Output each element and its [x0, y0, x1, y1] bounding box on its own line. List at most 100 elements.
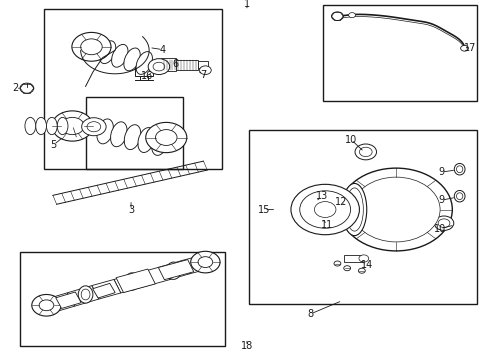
Text: 2: 2 — [13, 83, 19, 93]
Ellipse shape — [36, 117, 46, 135]
Text: 1: 1 — [244, 0, 249, 9]
Polygon shape — [182, 255, 208, 274]
Ellipse shape — [110, 122, 127, 147]
Circle shape — [145, 122, 186, 153]
Bar — [85, 97, 183, 169]
Ellipse shape — [166, 262, 181, 279]
Bar — [176, 60, 198, 70]
Circle shape — [198, 257, 212, 267]
Text: 7: 7 — [200, 69, 205, 80]
Polygon shape — [116, 269, 155, 293]
Circle shape — [87, 122, 101, 132]
Ellipse shape — [78, 286, 93, 303]
Circle shape — [348, 13, 355, 18]
Circle shape — [433, 216, 453, 230]
Text: 15: 15 — [257, 204, 270, 215]
Text: 6: 6 — [172, 59, 178, 69]
Bar — [161, 58, 176, 71]
Text: 9: 9 — [438, 167, 444, 177]
Ellipse shape — [97, 119, 113, 144]
Text: 18: 18 — [240, 341, 253, 351]
Circle shape — [333, 261, 340, 266]
Ellipse shape — [111, 44, 128, 67]
Text: 4: 4 — [160, 45, 165, 55]
Ellipse shape — [87, 37, 103, 60]
Circle shape — [72, 32, 111, 61]
Circle shape — [61, 117, 84, 135]
Text: 16: 16 — [140, 71, 153, 81]
Text: 10: 10 — [433, 224, 446, 234]
Text: 9: 9 — [438, 195, 444, 205]
Circle shape — [359, 147, 371, 157]
Circle shape — [331, 12, 343, 21]
Ellipse shape — [151, 130, 168, 156]
Text: 14: 14 — [360, 260, 372, 270]
Polygon shape — [67, 285, 99, 306]
Circle shape — [81, 39, 102, 55]
Circle shape — [343, 266, 350, 271]
Ellipse shape — [342, 184, 366, 236]
Ellipse shape — [25, 117, 36, 135]
Circle shape — [52, 111, 93, 141]
Text: 12: 12 — [334, 197, 347, 207]
Circle shape — [190, 251, 220, 273]
Bar — [198, 61, 207, 68]
Bar — [344, 255, 361, 262]
Circle shape — [155, 130, 177, 145]
Polygon shape — [141, 266, 169, 286]
Circle shape — [199, 66, 211, 75]
Circle shape — [39, 300, 54, 311]
Text: 17: 17 — [463, 42, 476, 53]
Ellipse shape — [455, 193, 462, 199]
Polygon shape — [56, 292, 81, 309]
Bar — [249, 130, 476, 304]
Ellipse shape — [124, 273, 139, 290]
Ellipse shape — [124, 125, 141, 150]
Bar — [20, 252, 224, 346]
Polygon shape — [114, 272, 147, 293]
Bar — [44, 9, 222, 169]
Polygon shape — [163, 260, 189, 280]
Bar — [135, 67, 153, 76]
Polygon shape — [92, 279, 121, 299]
Ellipse shape — [138, 127, 154, 153]
Text: 8: 8 — [307, 309, 313, 319]
Text: 13: 13 — [315, 191, 327, 201]
Circle shape — [296, 219, 305, 225]
Ellipse shape — [453, 163, 464, 175]
Ellipse shape — [345, 188, 363, 231]
Ellipse shape — [136, 51, 152, 75]
Circle shape — [358, 255, 368, 262]
Circle shape — [153, 62, 164, 71]
Text: 5: 5 — [51, 140, 57, 150]
Circle shape — [20, 83, 34, 93]
Ellipse shape — [57, 117, 68, 135]
Circle shape — [460, 45, 468, 51]
Ellipse shape — [455, 166, 462, 172]
Circle shape — [299, 191, 350, 228]
Polygon shape — [158, 260, 193, 280]
Circle shape — [351, 177, 439, 242]
Circle shape — [296, 194, 305, 201]
Ellipse shape — [169, 265, 178, 276]
Ellipse shape — [123, 48, 140, 71]
Text: 10: 10 — [344, 135, 357, 145]
Circle shape — [148, 59, 169, 75]
Polygon shape — [92, 283, 115, 298]
Bar — [322, 5, 476, 101]
Circle shape — [81, 118, 106, 136]
Circle shape — [339, 168, 451, 251]
Ellipse shape — [453, 190, 464, 202]
Circle shape — [354, 144, 376, 160]
Text: 3: 3 — [128, 205, 134, 215]
Circle shape — [344, 219, 353, 225]
Circle shape — [344, 194, 353, 201]
Circle shape — [32, 294, 61, 316]
Text: 11: 11 — [320, 220, 332, 230]
Circle shape — [290, 184, 359, 235]
Ellipse shape — [127, 276, 136, 287]
Ellipse shape — [46, 117, 57, 135]
Circle shape — [320, 228, 329, 234]
Circle shape — [314, 202, 335, 217]
Polygon shape — [43, 293, 74, 314]
